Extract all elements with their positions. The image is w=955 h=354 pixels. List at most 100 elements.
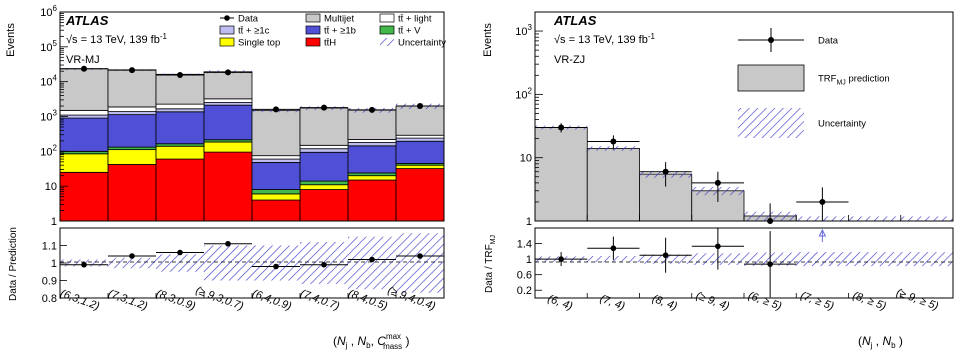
bar-single_top: [204, 142, 252, 152]
bar-ttV: [300, 181, 348, 185]
legend-label: Data: [818, 36, 839, 47]
ratio-hatch: [108, 258, 156, 269]
y-tick-label: 1: [526, 216, 532, 228]
y-tick-label: 103: [515, 23, 532, 38]
bar-tt_c: [108, 112, 156, 115]
x-category-label: (≥ 9, 4): [694, 290, 731, 313]
bar-multijet: [300, 108, 348, 145]
ratio-y-label: Data / TRFMJ: [484, 235, 497, 293]
atlas-label: ATLAS: [65, 13, 109, 28]
legend-label: tt̄ + ≥1b: [324, 26, 356, 37]
data-point: [177, 72, 183, 78]
ratio-hatch: [796, 252, 848, 266]
legend-label: Multijet: [324, 14, 354, 25]
y-axis-label: Events: [482, 23, 494, 57]
ratio-y-axis: 0.2 0.6 1 1.4: [517, 239, 953, 298]
data-point: [558, 124, 564, 130]
ratio-point: [273, 264, 279, 270]
ratio-hatch: [252, 246, 300, 281]
legend-swatch: [738, 65, 804, 91]
bar-ttH: [252, 200, 300, 221]
region-label: VR-MJ: [66, 54, 100, 66]
legend-label: Single top: [238, 38, 280, 49]
legend-swatch: [306, 38, 320, 46]
left-panel: 1 10 102 103 104 105 106 Events ATLAS √s = 13 …: [5, 4, 446, 351]
ratio-point: [369, 257, 375, 263]
x-category-label: (6,4,0.9): [250, 288, 293, 313]
x-category-label: (≥ 9,3,0.7): [194, 284, 245, 313]
x-category-label: (≥ 9, ≥ 5): [895, 287, 941, 313]
bar-tt_b: [60, 118, 108, 151]
data-point: [225, 69, 231, 75]
bar-ttH: [396, 169, 444, 221]
bar-single_top: [60, 154, 108, 173]
region-label: VR-ZJ: [554, 54, 585, 66]
ratio-y-tick-label: 1: [51, 258, 57, 270]
ratio-hatch: [204, 246, 252, 281]
ratio-y-tick-label: 1: [526, 254, 532, 266]
bar-prediction: [535, 127, 587, 221]
x-category-labels: (6, 4) (7, 4) (8, 4) (≥ 9, 4) (6, ≥ 5) (7, ≥ …: [546, 287, 940, 313]
data-point: [610, 139, 616, 145]
bar-tt_light: [300, 145, 348, 148]
legend-hatch: [380, 38, 394, 46]
legend-swatch: [380, 26, 394, 34]
bar-multijet: [396, 106, 444, 135]
ratio-point: [177, 250, 183, 256]
ratio-point: [417, 253, 423, 259]
ratio-y-tick-label: 0.9: [42, 276, 57, 288]
bar-tt_c: [348, 143, 396, 146]
ratio-point: [225, 241, 231, 247]
legend-hatch: [738, 108, 804, 138]
legend-marker: [768, 37, 774, 43]
bar-multijet: [60, 69, 108, 111]
ratio-point: [321, 262, 327, 268]
legend: Data Multijet tt̄ + lighttt̄ + ≥1c tt̄ + ≥1…: [220, 14, 446, 49]
bar-ttV: [252, 190, 300, 194]
bar-tt_c: [300, 149, 348, 153]
ratio-hatch: [849, 252, 901, 266]
bar-tt_light: [252, 156, 300, 159]
right-panel: 1 10 102 103 Events ATLAS √s = 13 TeV, 139 …: [482, 12, 953, 350]
bar-tt_light: [108, 107, 156, 112]
data-point: [321, 105, 327, 111]
ratio-uncertainty-band: [60, 233, 444, 293]
bar-ttH: [348, 180, 396, 221]
bar-ttH: [204, 152, 252, 221]
bar-ttH: [60, 172, 108, 221]
bar-single_top: [252, 194, 300, 200]
bar-tt_b: [300, 152, 348, 181]
ratio-y-tick-label: 0.6: [517, 270, 532, 282]
ratio-hatch: [156, 254, 204, 272]
bar-tt_b: [108, 115, 156, 148]
legend-swatch: [306, 14, 320, 22]
legend-label: Uncertainty: [398, 38, 446, 49]
data-point: [663, 169, 669, 175]
x-category-label: (8, 4): [650, 293, 679, 313]
ratio-y-tick-label: 0.2: [517, 285, 532, 297]
y-axis-label: Events: [5, 23, 17, 57]
bar-ttV: [348, 173, 396, 176]
legend-swatch: [380, 14, 394, 22]
uncertainty-hatch: [849, 216, 901, 221]
x-category-label: (6,3,1.2): [58, 288, 101, 313]
ratio-panel: 0.80.911.1 Data / Prediction (6,3,1.2) (7…: [8, 227, 444, 351]
bar-single_top: [348, 176, 396, 180]
x-category-label: (8, ≥ 5): [851, 290, 888, 313]
y-tick-label: 1: [51, 216, 57, 228]
x-category-label: (7,3,1.2): [106, 288, 149, 313]
x-category-label: (7, ≥ 5): [799, 290, 836, 313]
ratio-hatch: [348, 237, 396, 290]
bar-tt_b: [348, 146, 396, 173]
ratio-point: [715, 243, 721, 249]
bar-ttH: [300, 190, 348, 221]
bar-tt_light: [60, 110, 108, 115]
ratio-point: [129, 253, 135, 259]
bar-multijet: [252, 111, 300, 156]
energy-label: √s = 13 TeV, 139 fb-1: [554, 32, 655, 46]
y-tick-label: 106: [40, 4, 57, 19]
legend-marker: [224, 15, 230, 21]
legend-label: Data: [238, 14, 259, 25]
bar-multijet: [156, 74, 204, 104]
legend-swatch: [306, 26, 320, 34]
